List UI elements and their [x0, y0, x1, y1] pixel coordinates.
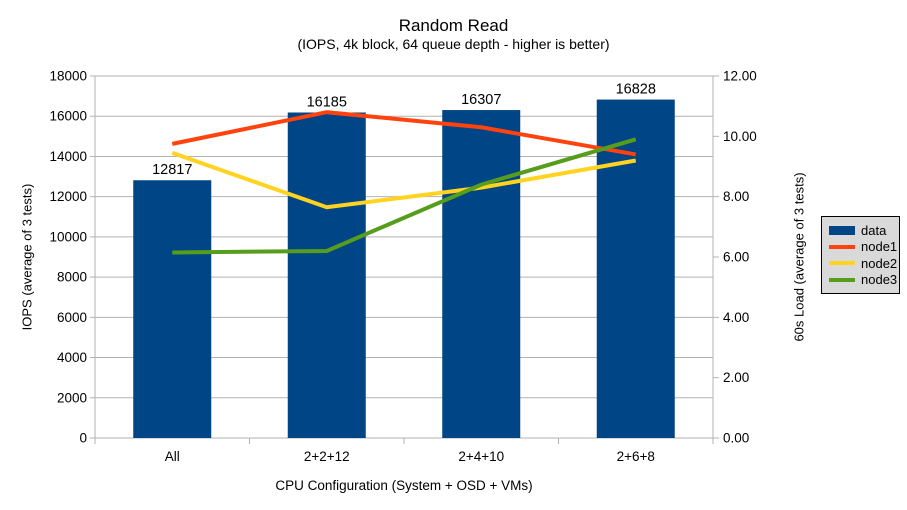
bar-2+6+8: [596, 99, 675, 438]
right-tick-label: 10.00: [723, 129, 757, 144]
bar-value-label: 16185: [307, 95, 347, 111]
bar-All: [133, 180, 212, 438]
left-tick-label: 2000: [57, 390, 87, 405]
left-tick-label: 6000: [57, 310, 87, 325]
legend-label-data: data: [861, 222, 887, 238]
legend-item-node3: node3: [829, 273, 897, 286]
category-label: 2+4+10: [458, 449, 504, 464]
bar-2+4+10: [442, 110, 521, 439]
chart-subtitle: (IOPS, 4k block, 64 queue depth - higher…: [297, 36, 610, 52]
legend-item-data: data: [829, 224, 897, 237]
right-tick-label: 12.00: [723, 69, 757, 84]
legend-swatch-node3: [829, 277, 855, 282]
legend-swatch-node2: [829, 261, 855, 266]
bar-2+2+12: [287, 112, 366, 439]
right-tick-label: 0.00: [723, 431, 749, 446]
line-node3: [172, 137, 637, 255]
legend-label-node1: node1: [861, 239, 898, 255]
legend-label-node2: node2: [861, 255, 898, 271]
legend-label-node3: node3: [861, 272, 898, 288]
legend-swatch-data: [829, 225, 855, 235]
right-tick-label: 8.00: [723, 189, 749, 204]
line-node1: [171, 110, 637, 157]
bar-value-label: 12817: [152, 162, 192, 178]
legend-item-node1: node1: [829, 240, 897, 253]
bar-value-label: 16828: [616, 82, 656, 98]
left-tick-label: 18000: [49, 69, 87, 84]
line-node2: [171, 151, 637, 210]
right-tick-label: 2.00: [723, 370, 749, 385]
left-tick-label: 16000: [49, 109, 87, 124]
bar-value-label: 16307: [461, 92, 501, 108]
legend-swatch-node1: [829, 244, 855, 249]
left-tick-label: 8000: [57, 270, 87, 285]
x-axis-title: CPU Configuration (System + OSD + VMs): [275, 478, 533, 493]
left-tick-label: 10000: [49, 229, 87, 244]
right-tick-label: 4.00: [723, 310, 749, 325]
category-label: All: [165, 449, 180, 464]
legend-item-node2: node2: [829, 257, 897, 270]
chart-title: Random Read: [398, 16, 509, 35]
left-tick-label: 14000: [49, 149, 87, 164]
left-tick-label: 0: [79, 431, 87, 446]
category-label: 2+6+8: [617, 449, 655, 464]
right-tick-label: 6.00: [723, 250, 749, 265]
left-tick-label: 12000: [49, 189, 87, 204]
left-tick-label: 4000: [57, 350, 87, 365]
legend: data node1 node2 node3: [821, 216, 900, 294]
category-label: 2+2+12: [304, 449, 350, 464]
